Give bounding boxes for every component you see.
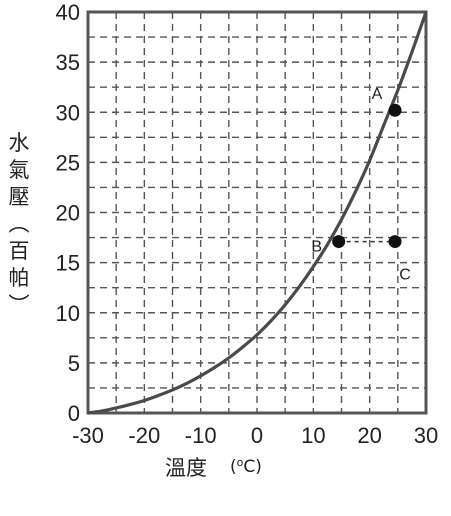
x-axis-unit-open: ( bbox=[230, 457, 237, 477]
curve-layer bbox=[87, 11, 428, 415]
point-label-a: A bbox=[372, 86, 383, 103]
point-c bbox=[388, 235, 402, 249]
x-tick-label: 30 bbox=[414, 423, 438, 448]
saturation-curve bbox=[87, 11, 428, 415]
y-axis-label-char: ︵ bbox=[9, 212, 30, 236]
axes bbox=[86, 10, 428, 415]
y-axis-label-char: 水 bbox=[9, 131, 30, 155]
y-axis-label-char: 氣 bbox=[9, 158, 30, 182]
y-tick-label: 15 bbox=[56, 251, 80, 276]
x-axis-unit-close: C) bbox=[243, 457, 262, 477]
x-tick-label: -30 bbox=[72, 423, 104, 448]
y-tick-label: 30 bbox=[56, 100, 80, 125]
y-axis-label-char: 帕 bbox=[9, 266, 30, 290]
y-axis-label-char: 百 bbox=[9, 239, 30, 263]
x-axis-unit-degree: o bbox=[237, 456, 244, 469]
y-axis-label-char: 壓 bbox=[9, 185, 30, 209]
y-tick-label: 40 bbox=[56, 0, 80, 25]
x-tick-label: 20 bbox=[357, 423, 381, 448]
y-axis-label-char: ︶ bbox=[9, 293, 30, 317]
x-axis-label: 溫度 bbox=[165, 456, 207, 480]
point-a bbox=[388, 103, 402, 117]
point-label-c: C bbox=[399, 267, 411, 284]
grid bbox=[88, 12, 426, 413]
axis-labels: 溫度 (oC) 水氣壓 ︵ 百帕 ︶ bbox=[9, 131, 262, 480]
x-tick-label: 10 bbox=[301, 423, 325, 448]
x-tick-label: -10 bbox=[185, 423, 217, 448]
y-tick-label: 5 bbox=[68, 351, 80, 376]
y-tick-label: 0 bbox=[68, 401, 80, 426]
plot-frame bbox=[86, 10, 428, 415]
y-tick-label: 20 bbox=[56, 201, 80, 226]
x-tick-label: 0 bbox=[251, 423, 263, 448]
y-tick-label: 35 bbox=[56, 50, 80, 75]
x-axis-unit: (oC) bbox=[230, 456, 262, 477]
points-layer: A B C bbox=[311, 86, 410, 283]
point-label-b: B bbox=[311, 239, 322, 256]
point-b bbox=[332, 235, 346, 249]
tick-labels: 0 5 10 15 20 25 30 35 40 -30 -20 -10 0 10 20 30 bbox=[56, 0, 439, 448]
x-tick-label: -20 bbox=[128, 423, 160, 448]
y-tick-label: 25 bbox=[56, 150, 80, 175]
y-tick-label: 10 bbox=[56, 301, 80, 326]
